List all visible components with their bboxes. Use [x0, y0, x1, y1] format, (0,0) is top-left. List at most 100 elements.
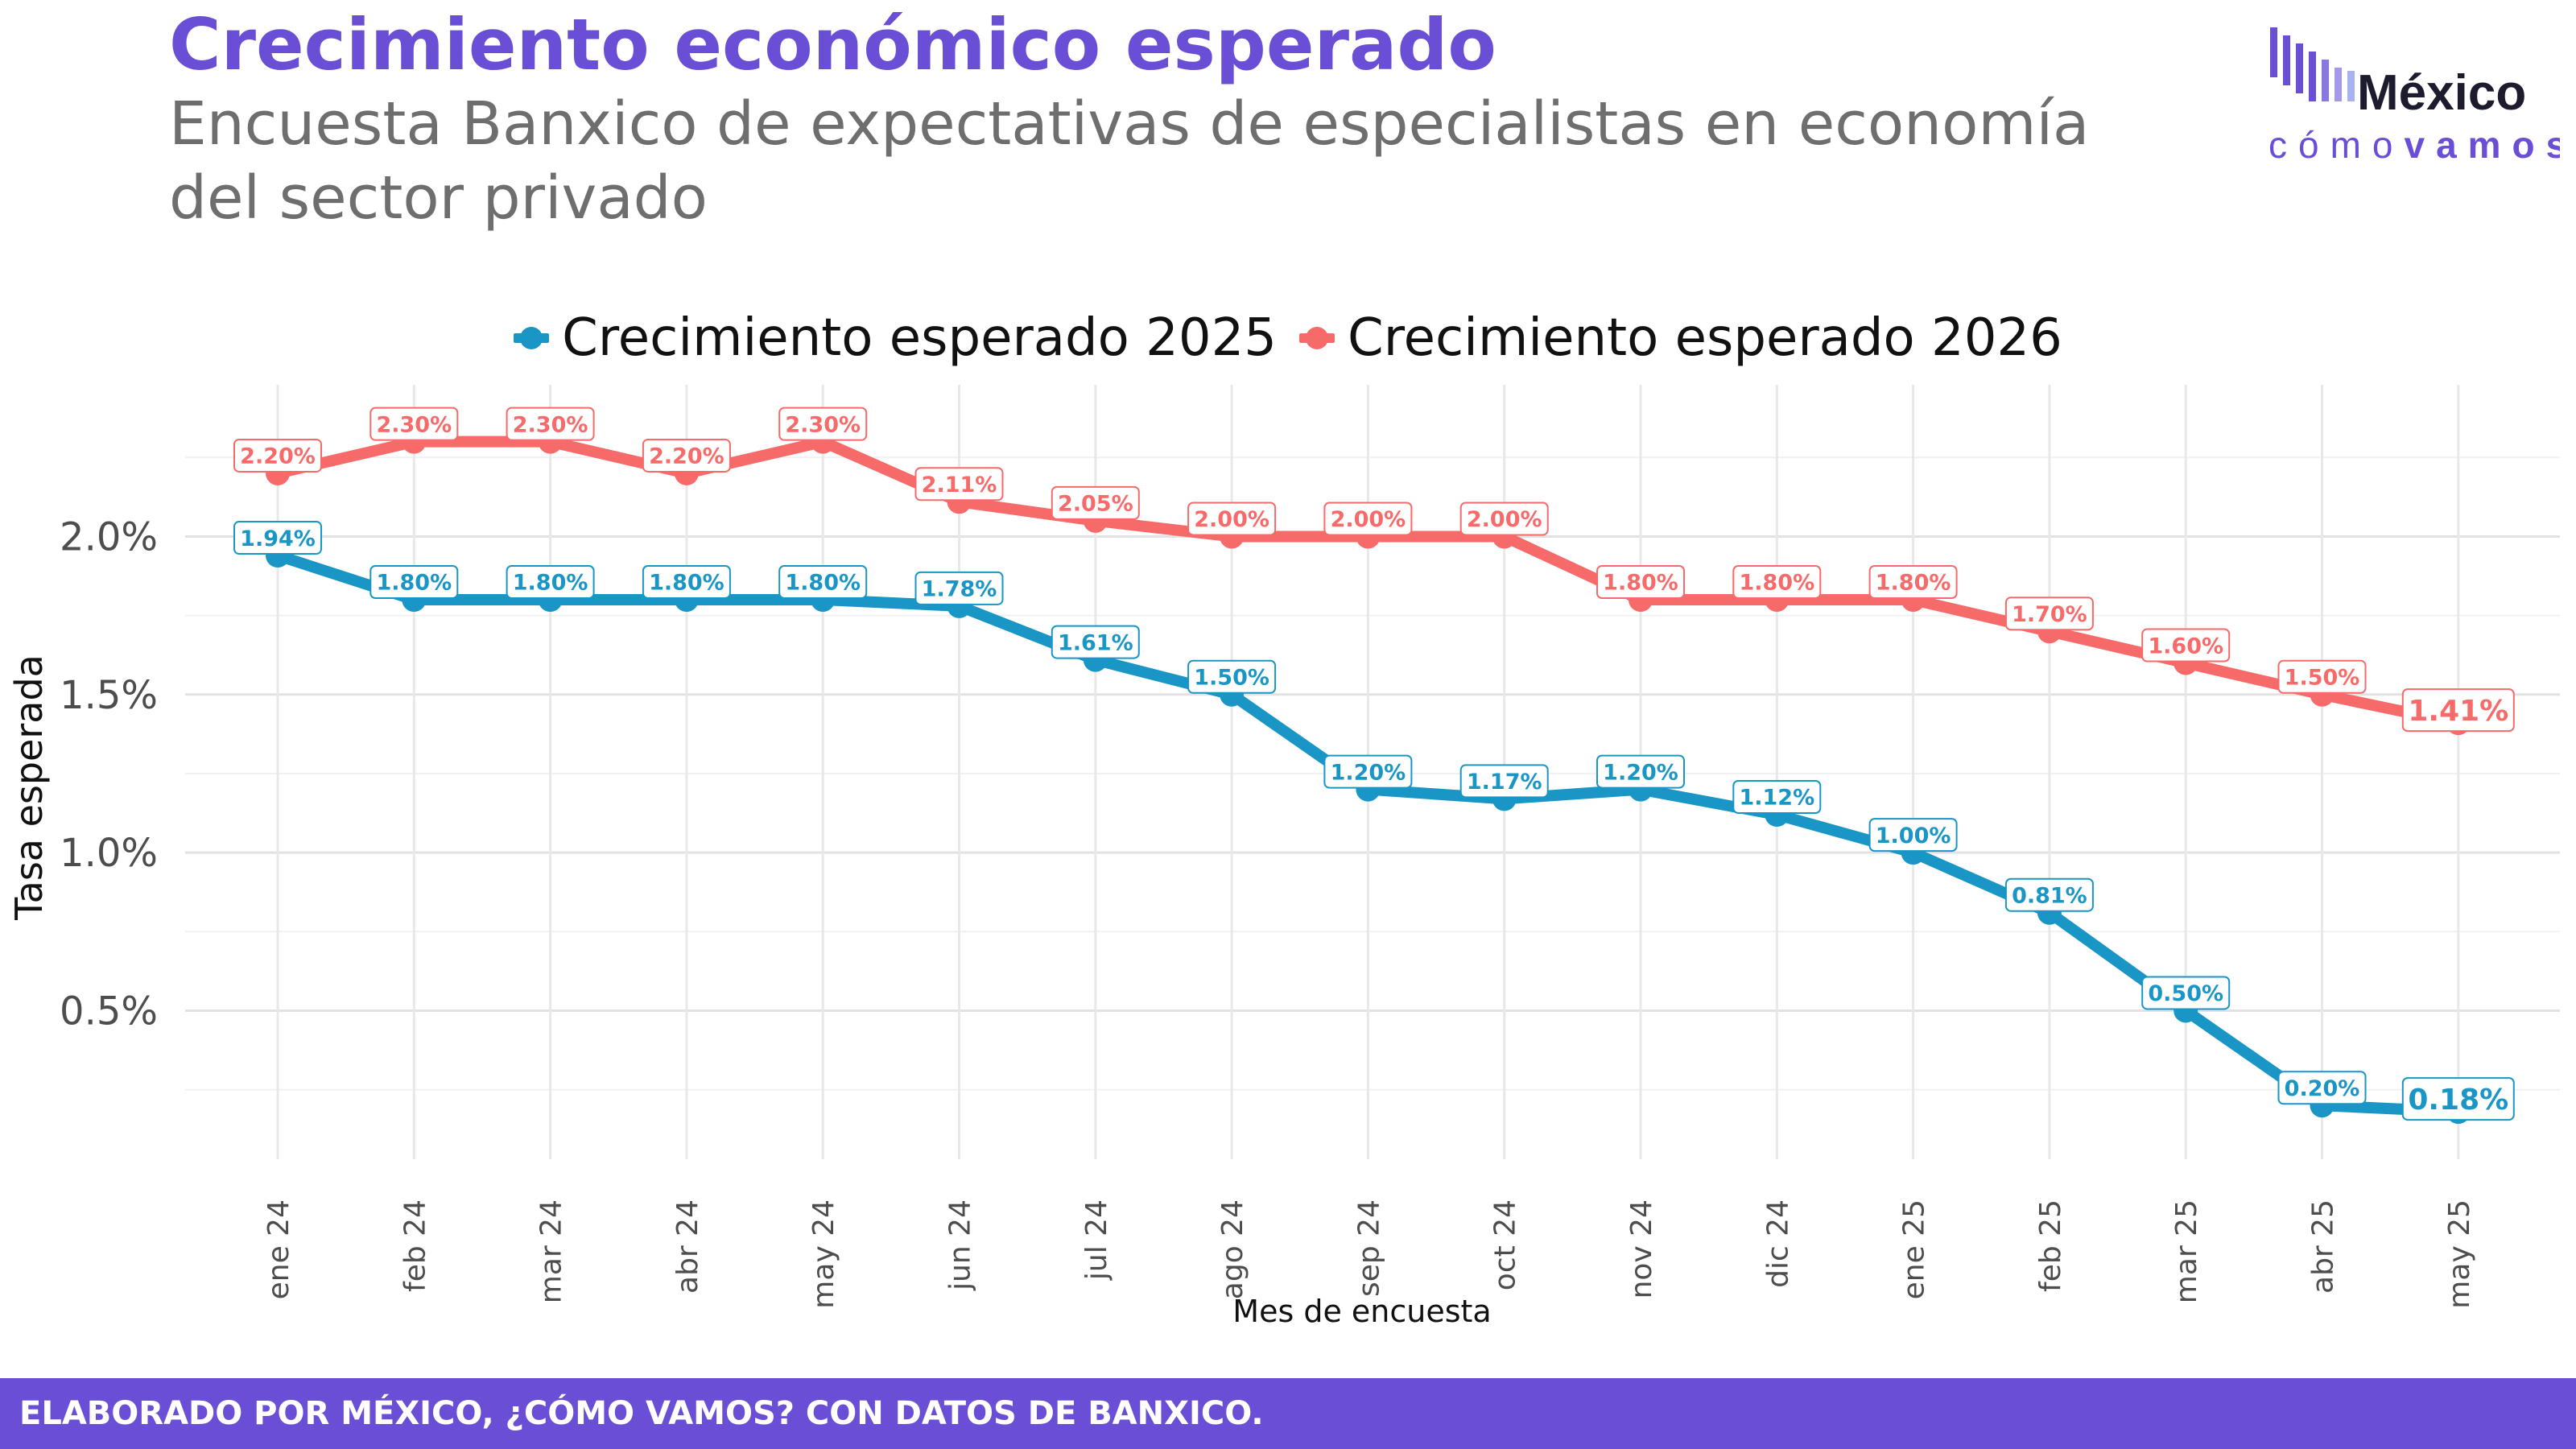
data-label-text: 0.50%	[2148, 981, 2223, 1006]
data-label-box	[642, 565, 731, 600]
data-label-0: 1.80%	[506, 565, 595, 600]
x-tick-label: abr 25	[2307, 1199, 2340, 1294]
data-label-box	[2004, 597, 2094, 631]
data-label-1: 2.30%	[369, 407, 459, 441]
logo-bars-icon	[2270, 27, 2355, 101]
data-label-text: 0.20%	[2285, 1076, 2360, 1101]
x-tick-label: feb 25	[2034, 1199, 2067, 1292]
data-label-text: 1.20%	[1603, 760, 1678, 785]
data-label-text: 2.00%	[1194, 507, 1269, 532]
data-label-box	[233, 521, 322, 555]
data-label-1: 2.20%	[233, 438, 322, 473]
data-label-text: 1.12%	[1739, 786, 1814, 811]
data-label-text: 1.70%	[2012, 602, 2087, 627]
x-tick-label: jul 24	[1080, 1199, 1113, 1281]
data-label-0: 0.50%	[2141, 976, 2231, 1010]
data-label-1: 2.00%	[1323, 502, 1413, 536]
data-label-box	[1323, 502, 1413, 536]
data-label-box	[2277, 1071, 2367, 1105]
mexico-como-vamos-logo: México cómovamos	[2268, 27, 2560, 166]
data-label-text: 1.50%	[2285, 666, 2360, 691]
data-label-0: 1.00%	[1868, 818, 1958, 852]
data-label-0: 1.94%	[233, 521, 322, 555]
data-label-text: 1.78%	[922, 577, 997, 602]
data-label-text: 1.80%	[1876, 571, 1951, 596]
x-tick-label: ago 24	[1216, 1199, 1249, 1299]
data-label-text: 1.41%	[2408, 695, 2508, 728]
data-label-0: 0.20%	[2277, 1071, 2367, 1105]
data-label-box	[778, 407, 868, 441]
data-label-0: 1.20%	[1323, 754, 1413, 789]
data-label-1: 2.05%	[1051, 485, 1140, 520]
data-label-box	[914, 467, 1004, 502]
x-tick-label: ene 24	[262, 1199, 295, 1299]
data-label-box	[914, 571, 1004, 605]
y-tick-label: 1.5%	[60, 673, 158, 718]
data-label-box	[1459, 502, 1549, 536]
data-label-0: 1.80%	[642, 565, 731, 600]
data-label-0: 1.50%	[1187, 659, 1277, 694]
legend-swatch-2025	[514, 320, 550, 356]
data-label-box	[2004, 877, 2094, 912]
data-label-box	[1596, 754, 1685, 789]
y-tick-label: 1.0%	[60, 831, 158, 876]
data-label-text: 2.11%	[922, 473, 997, 497]
chart-title: Crecimiento económico esperado	[169, 3, 1496, 86]
data-label-text: 2.30%	[376, 412, 452, 437]
data-label-text: 0.18%	[2408, 1084, 2508, 1117]
data-label-text: 1.20%	[1331, 760, 1406, 785]
x-tick-label: may 25	[2443, 1199, 2476, 1309]
data-label-text: 1.80%	[785, 571, 861, 596]
data-label-1: 1.80%	[1868, 565, 1958, 600]
x-axis-title: Mes de encuesta	[1232, 1294, 1491, 1329]
data-label-0: 1.80%	[369, 565, 459, 600]
chart-subtitle: Encuesta Banxico de expectativas de espe…	[169, 89, 2090, 233]
data-label-text: 1.00%	[1876, 824, 1951, 848]
data-label-1: 2.30%	[778, 407, 868, 441]
data-label-1: 1.80%	[1596, 565, 1685, 600]
legend-swatch-2026	[1299, 320, 1335, 356]
logo-line2: cómovamos	[2268, 124, 2560, 166]
data-label-box	[2141, 976, 2231, 1010]
data-label-1: 2.00%	[1187, 502, 1277, 536]
data-label-0: 1.12%	[1732, 780, 1822, 815]
data-label-text: 1.94%	[240, 526, 316, 551]
x-tick-label: jun 24	[944, 1199, 977, 1291]
data-label-0: 1.61%	[1051, 625, 1140, 659]
data-label-box	[233, 438, 322, 473]
data-label-text: 2.00%	[1467, 507, 1542, 532]
legend-label-2026: Crecimiento esperado 2026	[1348, 308, 2062, 368]
data-label-1: 1.41%	[2401, 688, 2515, 733]
data-label-box	[2141, 628, 2231, 663]
data-label-0: 1.20%	[1596, 754, 1685, 789]
logo-line2-light: cómo	[2268, 124, 2404, 166]
data-label-0: 0.18%	[2401, 1077, 2515, 1121]
data-label-box	[1459, 764, 1549, 799]
data-label-text: 1.80%	[376, 571, 452, 596]
data-label-text: 1.17%	[1467, 770, 1542, 795]
data-label-box	[506, 565, 595, 600]
data-label-box	[778, 565, 868, 600]
legend-label-2025: Crecimiento esperado 2025	[562, 308, 1277, 368]
data-label-text: 2.00%	[1331, 507, 1406, 532]
x-tick-label: nov 24	[1625, 1199, 1658, 1298]
data-label-box	[642, 438, 731, 473]
data-label-0: 1.78%	[914, 571, 1004, 605]
x-tick-label: may 24	[807, 1199, 840, 1309]
data-label-1: 2.30%	[506, 407, 595, 441]
footer-bar: ELABORADO POR MÉXICO, ¿CÓMO VAMOS? CON D…	[0, 1378, 2576, 1449]
data-label-text: 1.61%	[1058, 630, 1133, 655]
x-tick-label: oct 24	[1489, 1199, 1522, 1290]
data-label-box	[1732, 565, 1822, 600]
data-label-text: 1.80%	[1603, 571, 1678, 596]
data-label-0: 1.17%	[1459, 764, 1549, 799]
data-label-box	[506, 407, 595, 441]
data-label-box	[2401, 1077, 2515, 1121]
x-tick-label: sep 24	[1352, 1199, 1385, 1297]
data-label-text: 2.20%	[240, 444, 316, 469]
data-label-0: 0.81%	[2004, 877, 2094, 912]
data-label-box	[1868, 818, 1958, 852]
data-label-box	[1051, 625, 1140, 659]
data-label-box	[2401, 688, 2515, 733]
